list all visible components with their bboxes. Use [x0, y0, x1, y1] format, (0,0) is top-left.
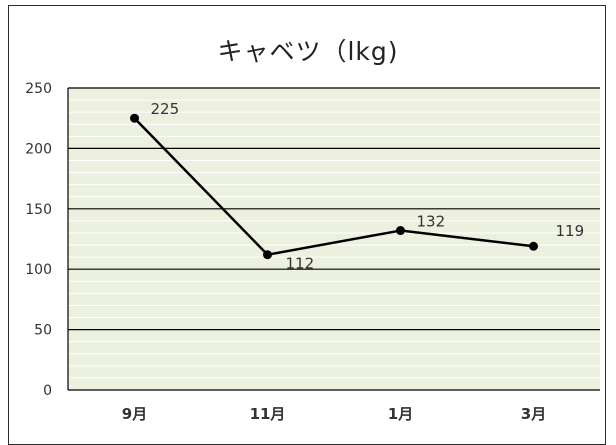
- plot-area: [68, 88, 600, 390]
- data-point: [130, 113, 139, 123]
- chart-title: キャベツ（lkg): [217, 37, 399, 66]
- y-tick-label: 50: [34, 323, 52, 339]
- series-line: [133, 117, 534, 256]
- line-chart: 0 50 100 150 200 250 9月 11月 1月 3月 225 112 132 119: [25, 81, 600, 423]
- data-label: 225: [151, 100, 180, 118]
- y-tick-label: 100: [25, 262, 52, 278]
- data-label: 112: [286, 255, 315, 273]
- x-tick-label: 11月: [250, 405, 286, 423]
- data-label: 119: [556, 222, 585, 240]
- y-tick-label: 250: [25, 81, 52, 97]
- data-point: [396, 226, 405, 236]
- y-tick-label: 200: [25, 141, 52, 157]
- x-tick-label: 1月: [388, 405, 413, 423]
- x-tick-label: 3月: [521, 405, 546, 423]
- y-tick-label: 150: [25, 202, 52, 218]
- data-point: [529, 241, 538, 251]
- x-tick-label: 9月: [122, 405, 147, 423]
- data-label: 132: [417, 213, 446, 231]
- data-point: [263, 250, 272, 260]
- y-tick-label: 0: [43, 383, 52, 399]
